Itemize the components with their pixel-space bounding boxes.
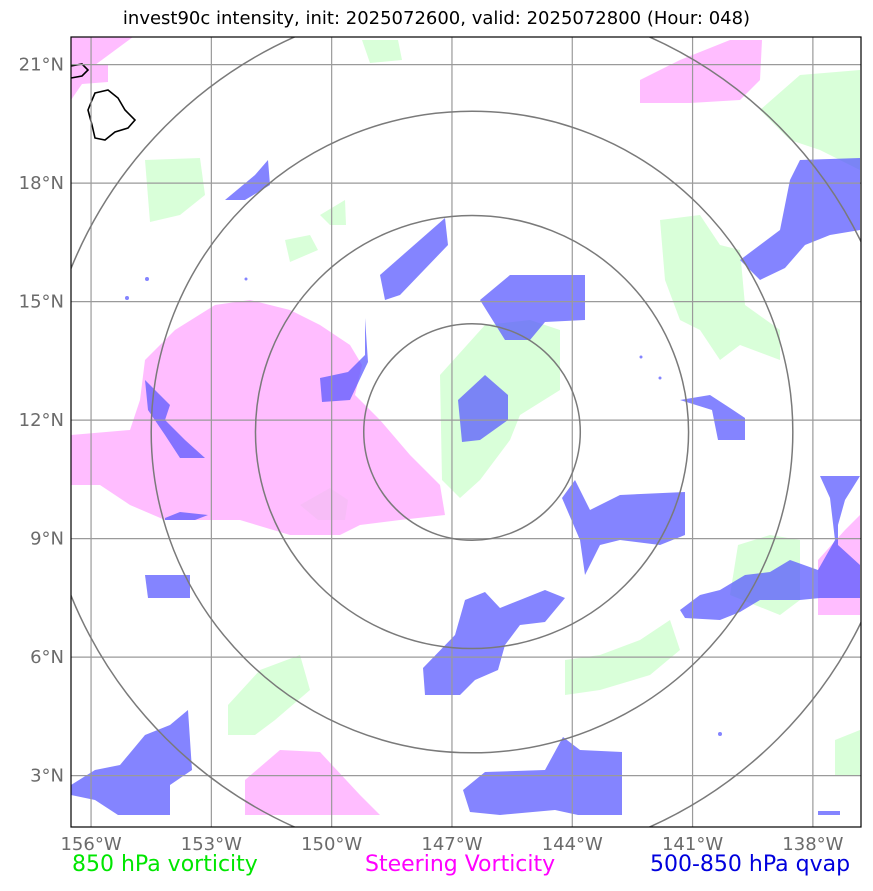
- qvap-region: [165, 512, 208, 520]
- vort850-region: [362, 40, 402, 63]
- qvap-region: [818, 811, 840, 815]
- tick-labels: 156°W 153°W 150°W 147°W 144°W 141°W 138°W 3°N 6°…: [19, 55, 844, 855]
- range-ring: [362, 322, 582, 542]
- qvap-region: [458, 375, 508, 442]
- qvap-layer: [71, 158, 860, 815]
- vort850-region: [320, 200, 346, 225]
- steering-region: [71, 37, 133, 100]
- lon-tick-label: 141°W: [662, 834, 723, 855]
- qvap-region: [423, 590, 565, 695]
- lat-tick-label: 21°N: [19, 55, 64, 76]
- qvap-region: [562, 480, 685, 575]
- lon-tick-label: 156°W: [60, 834, 121, 855]
- lat-tick-label: 3°N: [30, 766, 64, 787]
- qvap-speck: [125, 296, 129, 300]
- steering-region: [245, 750, 380, 815]
- vort850-region: [228, 655, 310, 735]
- range-ring: [254, 214, 690, 650]
- lat-tick-label: 18°N: [19, 173, 64, 194]
- steering-region: [640, 40, 762, 103]
- range-rings: [71, 37, 861, 827]
- vort850-region: [145, 158, 205, 222]
- qvap-region: [225, 160, 270, 200]
- qvap-region: [380, 218, 448, 300]
- steering-region: [71, 300, 445, 535]
- vort850-region: [660, 215, 780, 360]
- legend-qvap: 500-850 hPa qvap: [650, 852, 851, 877]
- qvap-region: [480, 275, 585, 340]
- lat-tick-label: 6°N: [30, 647, 64, 668]
- range-ring: [150, 110, 794, 754]
- plot-border: [70, 36, 862, 828]
- qvap-speck: [244, 277, 248, 281]
- qvap-speck: [658, 376, 662, 380]
- graticule: [71, 37, 861, 827]
- qvap-speck: [145, 277, 149, 281]
- lon-tick-label: 153°W: [181, 834, 242, 855]
- qvap-region: [145, 380, 205, 458]
- lon-tick-label: 150°W: [301, 834, 362, 855]
- vort850-region: [285, 235, 318, 262]
- steering-vorticity-layer: [71, 37, 860, 815]
- legend-vorticity-850: 850 hPa vorticity: [72, 852, 258, 877]
- lon-tick-label: 138°W: [782, 834, 843, 855]
- vort850-region: [760, 70, 860, 170]
- qvap-speck: [718, 732, 722, 736]
- vort850-region: [835, 730, 860, 775]
- lat-tick-label: 9°N: [30, 529, 64, 550]
- qvap-region: [680, 395, 745, 440]
- lon-tick-label: 144°W: [542, 834, 603, 855]
- qvap-speck: [639, 355, 643, 359]
- island-coast: [87, 89, 137, 141]
- qvap-region: [145, 575, 190, 598]
- legend-steering-vorticity: Steering Vorticity: [365, 852, 556, 877]
- qvap-region: [71, 710, 192, 815]
- lat-tick-label: 12°N: [19, 410, 64, 431]
- map-title: invest90c intensity, init: 2025072600, v…: [122, 8, 751, 29]
- qvap-region: [680, 476, 860, 620]
- lon-tick-label: 147°W: [421, 834, 482, 855]
- lat-tick-label: 15°N: [19, 292, 64, 313]
